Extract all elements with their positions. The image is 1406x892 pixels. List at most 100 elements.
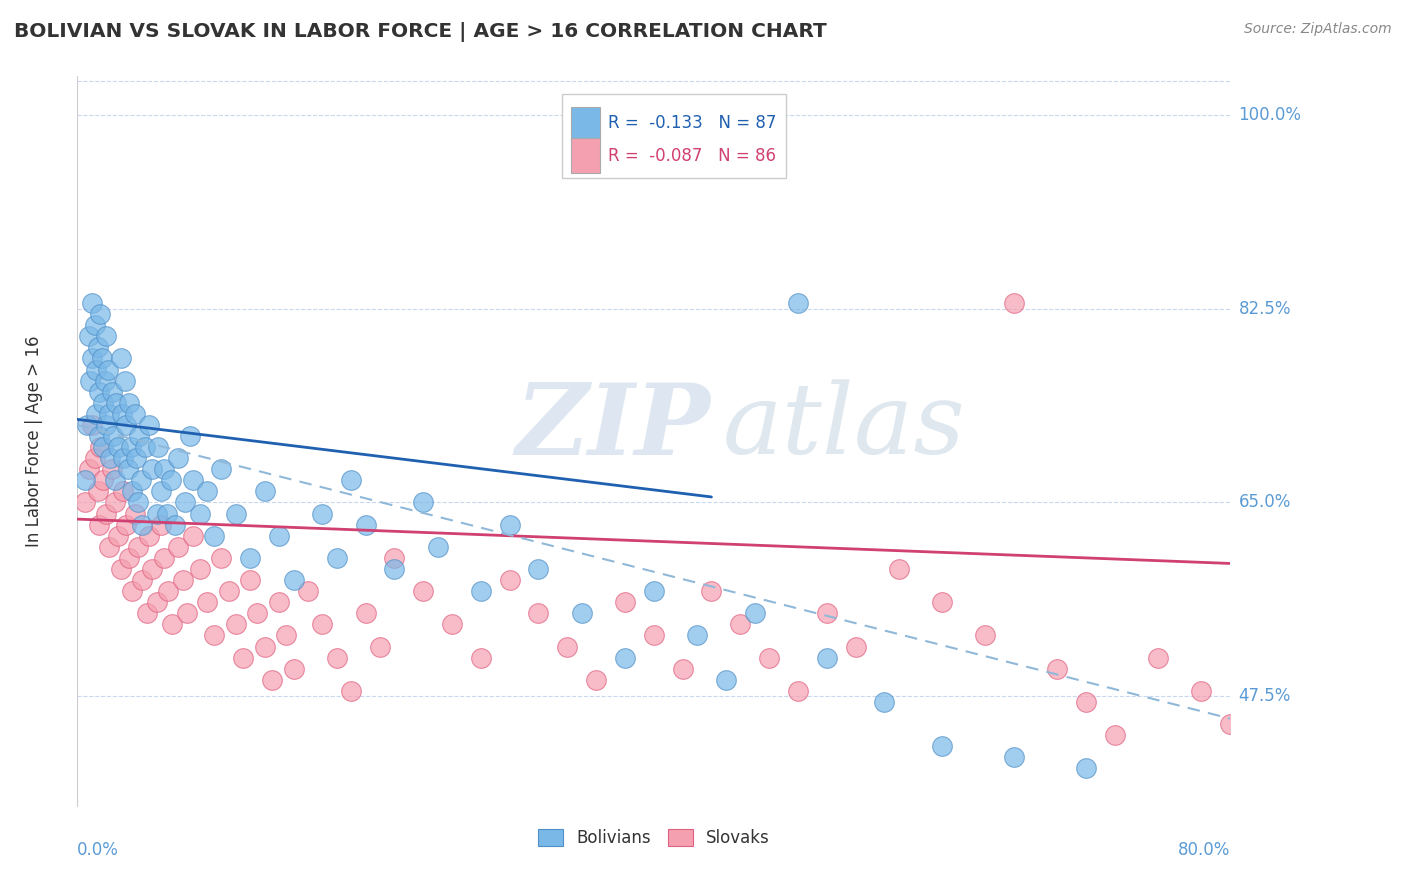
- Point: [470, 584, 492, 599]
- Point: [96, 507, 118, 521]
- Point: [111, 407, 134, 421]
- Point: [276, 628, 298, 642]
- Point: [499, 517, 522, 532]
- Point: [131, 517, 153, 532]
- Point: [107, 440, 129, 454]
- Point: [297, 584, 319, 599]
- Point: [167, 451, 190, 466]
- Point: [499, 573, 522, 587]
- Point: [125, 451, 148, 466]
- Point: [382, 550, 406, 565]
- FancyBboxPatch shape: [571, 138, 599, 173]
- Point: [79, 374, 101, 388]
- Point: [91, 440, 114, 454]
- Point: [426, 540, 449, 554]
- Point: [1104, 728, 1126, 742]
- Point: [128, 429, 150, 443]
- Point: [141, 562, 163, 576]
- Point: [96, 329, 118, 343]
- Point: [643, 628, 665, 642]
- Point: [167, 540, 190, 554]
- Point: [118, 396, 141, 410]
- Point: [138, 529, 160, 543]
- Point: [585, 673, 607, 687]
- Point: [84, 407, 107, 421]
- Point: [225, 507, 247, 521]
- Point: [1191, 684, 1213, 698]
- Point: [1291, 706, 1313, 720]
- Text: 47.5%: 47.5%: [1239, 688, 1291, 706]
- Point: [311, 507, 333, 521]
- Point: [873, 695, 896, 709]
- Point: [931, 739, 953, 754]
- Point: [1076, 695, 1098, 709]
- Text: In Labor Force | Age > 16: In Labor Force | Age > 16: [24, 335, 42, 548]
- Point: [815, 650, 838, 665]
- Point: [714, 673, 737, 687]
- Text: 65.0%: 65.0%: [1239, 493, 1291, 511]
- Point: [87, 429, 110, 443]
- Point: [211, 550, 233, 565]
- Point: [845, 640, 868, 654]
- Point: [232, 650, 254, 665]
- Point: [441, 617, 464, 632]
- Point: [73, 495, 96, 509]
- Point: [1219, 717, 1241, 731]
- Text: 100.0%: 100.0%: [1239, 105, 1302, 124]
- Point: [121, 584, 143, 599]
- Point: [179, 429, 201, 443]
- Point: [104, 473, 127, 487]
- Point: [195, 595, 218, 609]
- Text: 80.0%: 80.0%: [1178, 840, 1230, 859]
- Point: [105, 396, 128, 410]
- Point: [267, 529, 291, 543]
- Point: [815, 607, 838, 621]
- Point: [145, 595, 167, 609]
- Point: [83, 451, 105, 466]
- Point: [283, 662, 305, 676]
- Point: [974, 628, 997, 642]
- Text: 0.0%: 0.0%: [77, 840, 120, 859]
- Point: [1002, 296, 1025, 310]
- Point: [260, 673, 283, 687]
- Point: [101, 384, 124, 399]
- Point: [76, 417, 98, 432]
- Point: [211, 462, 233, 476]
- Point: [614, 595, 637, 609]
- Point: [120, 440, 142, 454]
- Point: [127, 495, 149, 509]
- Point: [98, 407, 121, 421]
- Point: [340, 684, 363, 698]
- Point: [107, 529, 129, 543]
- Point: [104, 495, 127, 509]
- Point: [112, 484, 135, 499]
- Point: [118, 550, 141, 565]
- Point: [325, 550, 349, 565]
- Point: [758, 650, 780, 665]
- Point: [672, 662, 695, 676]
- Point: [202, 529, 225, 543]
- Point: [73, 473, 96, 487]
- Point: [89, 307, 111, 321]
- Point: [1249, 640, 1271, 654]
- Point: [124, 507, 146, 521]
- Text: ZIP: ZIP: [516, 379, 710, 475]
- Point: [77, 462, 100, 476]
- Point: [141, 462, 163, 476]
- Point: [145, 507, 167, 521]
- Point: [115, 417, 138, 432]
- Point: [253, 640, 276, 654]
- Point: [86, 484, 108, 499]
- FancyBboxPatch shape: [561, 95, 786, 178]
- Point: [176, 607, 198, 621]
- Point: [131, 573, 153, 587]
- Point: [340, 473, 363, 487]
- Point: [1076, 762, 1098, 776]
- Point: [84, 362, 107, 376]
- Point: [121, 484, 143, 499]
- Point: [129, 473, 152, 487]
- Point: [146, 440, 169, 454]
- Legend: Bolivians, Slovaks: Bolivians, Slovaks: [531, 822, 776, 854]
- Point: [614, 650, 637, 665]
- Point: [1364, 805, 1386, 820]
